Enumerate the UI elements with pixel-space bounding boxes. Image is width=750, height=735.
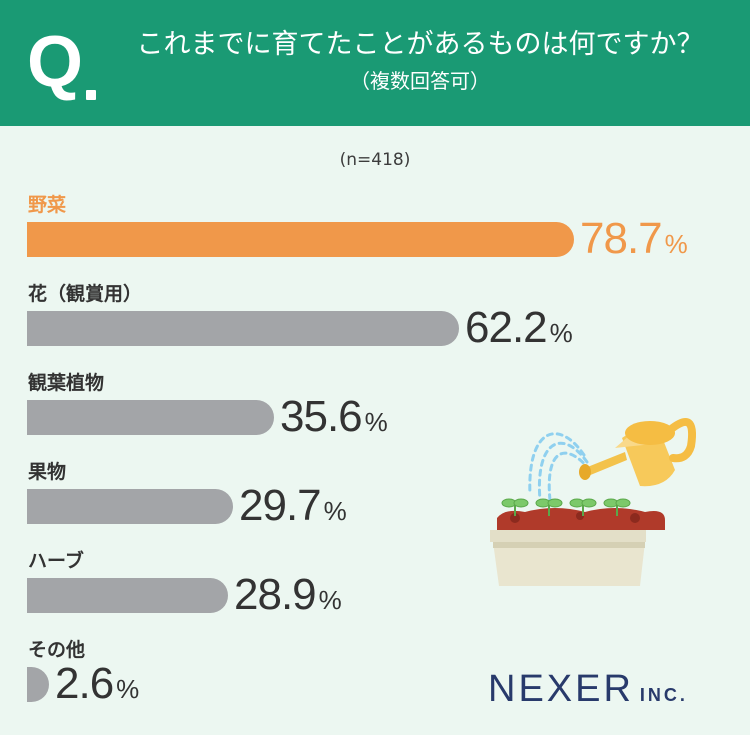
- category-label: 野菜: [28, 194, 67, 216]
- category-label: 観葉植物: [28, 372, 105, 394]
- value-label: 29.7%: [239, 482, 347, 540]
- value-number: 29.7: [239, 481, 322, 530]
- planter-icon: [490, 508, 665, 586]
- watering-can-icon: [579, 418, 696, 487]
- question-text: これまでに育てたことがあるものは何ですか？: [136, 29, 704, 60]
- logo-name: NEXER: [488, 668, 634, 710]
- value-label: 28.9%: [234, 571, 342, 629]
- value-number: 78.7: [580, 214, 663, 263]
- value-label: 35.6%: [280, 393, 388, 451]
- nexer-logo: NEXER INC.: [488, 668, 688, 711]
- logo-suffix: INC.: [639, 685, 688, 705]
- bar: [27, 222, 574, 257]
- bar: [27, 489, 233, 524]
- bar: [27, 667, 49, 702]
- watering-can-illustration: [490, 418, 696, 586]
- value-number: 2.6: [55, 659, 114, 708]
- q-dot: [86, 90, 96, 100]
- value-unit: %: [318, 585, 342, 615]
- bar: [27, 311, 459, 346]
- value-unit: %: [549, 318, 573, 348]
- value-unit: %: [364, 407, 388, 437]
- value-number: 28.9: [234, 570, 317, 619]
- value-unit: %: [323, 496, 347, 526]
- q-letter: Q: [27, 22, 84, 102]
- value-label: 78.7%: [580, 215, 688, 273]
- value-label: 62.2%: [465, 304, 573, 362]
- bar: [27, 400, 274, 435]
- question-header: Q これまでに育てたことがあるものは何ですか？ （複数回答可）: [0, 0, 750, 126]
- water-stream-icon: [528, 432, 592, 502]
- category-label: その他: [28, 639, 86, 661]
- value-unit: %: [116, 674, 140, 704]
- category-label: 花（観賞用）: [28, 283, 143, 305]
- value-number: 62.2: [465, 303, 548, 352]
- seedlings-icon: [501, 498, 631, 516]
- question-note: （複数回答可）: [350, 69, 490, 93]
- value-number: 35.6: [280, 392, 363, 441]
- category-label: ハーブ: [28, 550, 84, 572]
- value-unit: %: [664, 229, 688, 259]
- sample-size: (n=418): [339, 150, 411, 170]
- category-label: 果物: [28, 461, 67, 483]
- bar: [27, 578, 228, 613]
- value-label: 2.6%: [55, 660, 139, 718]
